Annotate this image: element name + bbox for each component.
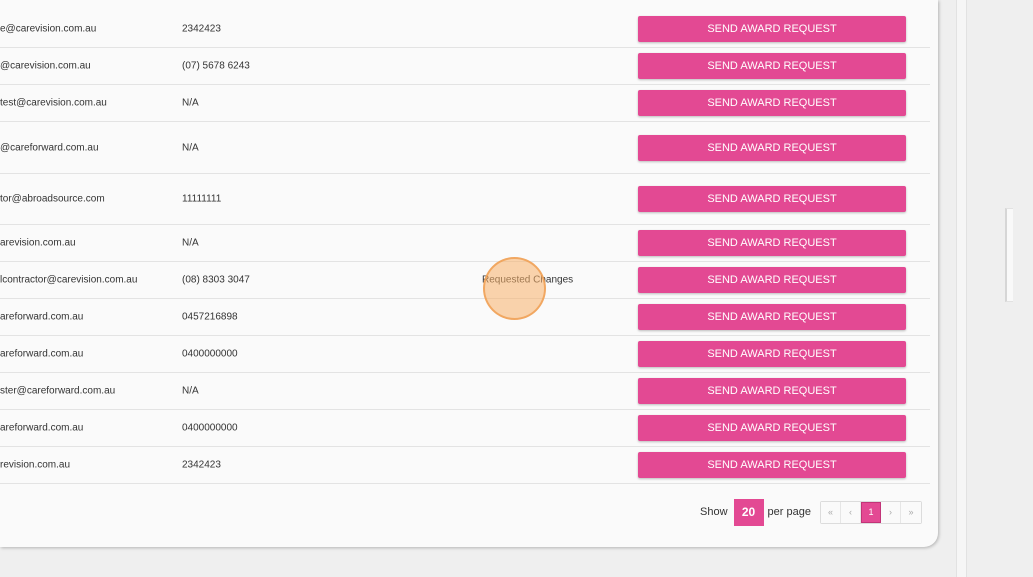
- table-row: areforward.com.au 0400000000 SEND AWARD RE…: [0, 336, 930, 373]
- phone-cell: 0400000000: [182, 422, 238, 434]
- email-cell: arevision.com.au: [0, 237, 76, 249]
- side-panel-edge: [1005, 208, 1013, 302]
- table-row: @carevision.com.au (07) 5678 6243 SEND AWA…: [0, 48, 930, 85]
- send-award-request-button[interactable]: SEND AWARD REQUEST: [638, 304, 906, 330]
- send-award-request-button[interactable]: SEND AWARD REQUEST: [638, 90, 906, 116]
- send-award-request-button[interactable]: SEND AWARD REQUEST: [638, 378, 906, 404]
- table-row: revision.com.au 2342423 SEND AWARD REQUEST: [0, 447, 930, 484]
- email-cell: revision.com.au: [0, 459, 71, 471]
- contractors-table: e@carevision.com.au 2342423 SEND AWARD REQ…: [0, 11, 930, 484]
- table-row: areforward.com.au 0400000000 SEND AWARD RE…: [0, 410, 930, 447]
- scrollbar[interactable]: [956, 0, 967, 577]
- first-page-button[interactable]: «: [820, 501, 841, 523]
- send-award-request-button[interactable]: SEND AWARD REQUEST: [638, 134, 906, 161]
- email-cell: lcontractor@carevision.com.au: [0, 274, 138, 286]
- email-cell: ster@careforward.com.au: [0, 385, 116, 397]
- contractors-table-card: e@carevision.com.au 2342423 SEND AWARD REQ…: [0, 0, 938, 547]
- send-award-request-button[interactable]: SEND AWARD REQUEST: [638, 415, 906, 441]
- email-cell: @carevision.com.au: [0, 60, 91, 72]
- table-row: ster@careforward.com.au N/A SEND AWARD REQ…: [0, 373, 930, 410]
- phone-cell: N/A: [182, 237, 199, 249]
- table-row: e@carevision.com.au 2342423 SEND AWARD REQ…: [0, 11, 930, 48]
- phone-cell: 2342423: [182, 459, 221, 471]
- phone-cell: 0457216898: [182, 311, 238, 323]
- phone-cell: (08) 8303 3047: [182, 274, 250, 286]
- email-cell: areforward.com.au: [0, 422, 84, 434]
- email-cell: e@carevision.com.au: [0, 23, 97, 35]
- phone-cell: 11111111: [182, 193, 222, 205]
- send-award-request-button[interactable]: SEND AWARD REQUEST: [638, 16, 906, 42]
- send-award-request-button[interactable]: SEND AWARD REQUEST: [638, 186, 906, 212]
- pagination-bar: Show 20 per page « ‹ 1 › »: [700, 498, 922, 526]
- table-row: @careforward.com.au N/A SEND AWARD REQUEST: [0, 122, 930, 174]
- per-page-label: per page: [767, 506, 811, 518]
- email-cell: @careforward.com.au: [0, 142, 99, 153]
- phone-cell: N/A: [182, 385, 199, 397]
- send-award-request-button[interactable]: SEND AWARD REQUEST: [638, 452, 906, 478]
- phone-cell: 2342423: [182, 23, 221, 35]
- table-row: arevision.com.au N/A SEND AWARD REQUEST: [0, 225, 930, 262]
- per-page-select[interactable]: 20: [733, 498, 764, 526]
- phone-cell: N/A: [182, 142, 199, 153]
- phone-cell: (07) 5678 6243: [182, 60, 250, 72]
- table-row: areforward.com.au 0457216898 SEND AWARD RE…: [0, 299, 930, 336]
- status-cell: Requested Changes: [482, 274, 574, 286]
- email-cell: test@carevision.com.au: [0, 97, 107, 109]
- show-label: Show: [700, 506, 728, 518]
- last-page-button[interactable]: »: [900, 501, 921, 523]
- table-row: test@carevision.com.au N/A SEND AWARD REQU…: [0, 85, 930, 122]
- email-cell: tor@abroadsource.com: [0, 193, 105, 205]
- email-cell: areforward.com.au: [0, 348, 84, 360]
- next-page-button[interactable]: ›: [880, 501, 901, 523]
- send-award-request-button[interactable]: SEND AWARD REQUEST: [638, 53, 906, 79]
- table-row: tor@abroadsource.com 11111111 SEND AWARD R…: [0, 174, 930, 225]
- phone-cell: N/A: [182, 97, 199, 109]
- prev-page-button[interactable]: ‹: [840, 501, 861, 523]
- page-1-button[interactable]: 1: [860, 501, 881, 523]
- pagination: « ‹ 1 › »: [819, 500, 922, 524]
- table-row: lcontractor@carevision.com.au (08) 8303 3…: [0, 262, 930, 299]
- email-cell: areforward.com.au: [0, 311, 84, 323]
- send-award-request-button[interactable]: SEND AWARD REQUEST: [638, 267, 906, 293]
- send-award-request-button[interactable]: SEND AWARD REQUEST: [638, 230, 906, 256]
- send-award-request-button[interactable]: SEND AWARD REQUEST: [638, 341, 906, 367]
- phone-cell: 0400000000: [182, 348, 238, 360]
